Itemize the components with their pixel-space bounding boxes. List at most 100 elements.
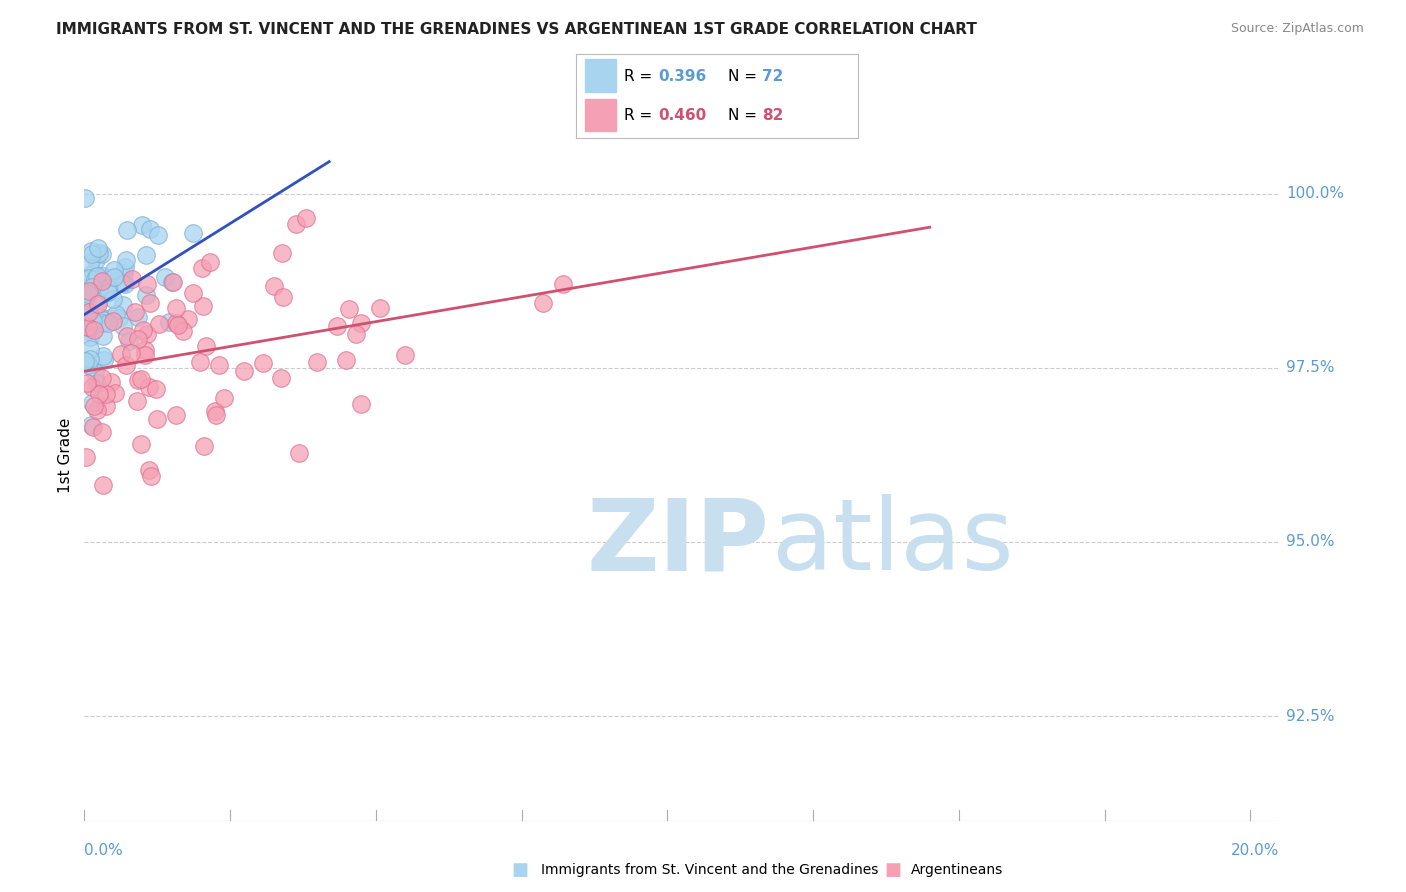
Point <box>111 276 134 290</box>
Point <box>307 355 329 369</box>
Point <box>115 223 138 237</box>
Text: 0.396: 0.396 <box>658 69 706 84</box>
Point <box>75 301 97 316</box>
Point <box>288 445 311 459</box>
Text: R =: R = <box>624 69 658 84</box>
Point <box>84 365 107 379</box>
Point <box>145 383 167 397</box>
Text: ■: ■ <box>884 861 901 879</box>
Point <box>135 247 157 261</box>
Point <box>75 291 97 305</box>
Point <box>350 397 373 411</box>
Point <box>167 318 190 332</box>
Point <box>131 218 153 232</box>
Point <box>75 281 97 295</box>
Point <box>118 334 141 348</box>
Bar <box>585 60 616 92</box>
Point <box>134 343 156 358</box>
Point <box>191 261 214 276</box>
Point <box>134 348 156 362</box>
Point <box>87 387 110 401</box>
Point <box>103 314 125 328</box>
Text: R =: R = <box>624 108 658 123</box>
Point <box>82 395 104 409</box>
Point <box>533 295 555 310</box>
Point <box>103 270 125 285</box>
Point <box>115 328 138 343</box>
Point <box>90 316 112 330</box>
Text: 20.0%: 20.0% <box>1232 843 1279 858</box>
Y-axis label: 1st Grade: 1st Grade <box>58 417 73 492</box>
Point <box>91 269 114 284</box>
Point <box>165 301 187 315</box>
Point <box>97 281 120 295</box>
Point <box>194 339 217 353</box>
Point <box>136 326 159 341</box>
Point <box>181 285 204 300</box>
Point <box>131 437 153 451</box>
Point <box>114 277 136 291</box>
Point <box>86 268 108 283</box>
Point <box>139 296 162 310</box>
Point <box>121 272 143 286</box>
Point <box>79 256 101 270</box>
Point <box>188 354 211 368</box>
Point <box>76 284 98 298</box>
Point <box>93 352 115 367</box>
Point <box>127 373 149 387</box>
Point <box>165 408 187 422</box>
Text: Source: ZipAtlas.com: Source: ZipAtlas.com <box>1230 22 1364 36</box>
Point <box>73 288 96 302</box>
Point <box>344 326 367 341</box>
Point <box>193 299 215 313</box>
Point <box>77 320 100 334</box>
Point <box>100 311 122 326</box>
Point <box>124 304 146 318</box>
Point <box>112 267 135 281</box>
Point <box>138 463 160 477</box>
Text: 97.5%: 97.5% <box>1286 360 1334 376</box>
Point <box>212 392 235 406</box>
Point <box>79 343 101 357</box>
Point <box>335 353 357 368</box>
Point <box>73 354 96 368</box>
Point <box>132 323 155 337</box>
Point <box>112 318 135 333</box>
Point <box>79 329 101 343</box>
Point <box>135 288 157 302</box>
Text: 92.5%: 92.5% <box>1286 708 1334 723</box>
Point <box>91 425 114 440</box>
Point <box>84 252 107 267</box>
Point <box>90 371 112 385</box>
Point <box>94 399 117 413</box>
Point <box>165 316 187 330</box>
Point <box>181 226 204 240</box>
Point <box>271 290 294 304</box>
Point <box>208 358 231 372</box>
Point <box>91 328 114 343</box>
Point <box>148 317 170 331</box>
Point <box>100 376 122 390</box>
Point <box>205 409 228 423</box>
Point <box>159 315 181 329</box>
Point <box>172 324 194 338</box>
Point <box>80 246 103 260</box>
Point <box>97 271 120 285</box>
Point <box>76 324 98 338</box>
Text: N =: N = <box>728 108 762 123</box>
Point <box>90 274 112 288</box>
Point <box>270 370 292 384</box>
Point <box>252 356 274 370</box>
Point <box>76 303 98 318</box>
Point <box>87 293 110 307</box>
Point <box>394 348 416 362</box>
Point <box>73 353 96 368</box>
Text: 0.0%: 0.0% <box>84 843 124 858</box>
Bar <box>585 99 616 131</box>
Point <box>127 332 149 346</box>
Point <box>75 191 97 205</box>
Point <box>82 313 104 327</box>
Point <box>90 246 112 260</box>
Point <box>337 301 360 316</box>
Point <box>101 292 124 306</box>
